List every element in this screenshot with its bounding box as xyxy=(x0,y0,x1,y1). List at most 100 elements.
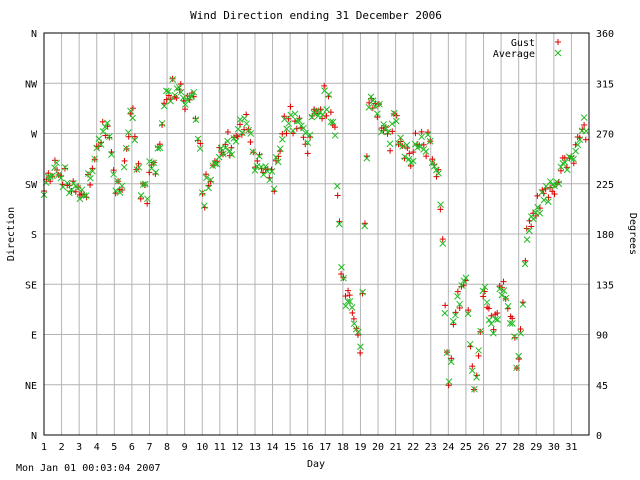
average-point xyxy=(120,163,128,171)
average-point xyxy=(122,144,130,152)
x-tick-label: 13 xyxy=(249,442,261,453)
gust-point xyxy=(445,382,452,389)
average-point xyxy=(574,141,582,149)
average-point xyxy=(422,148,430,155)
average-point xyxy=(268,167,276,175)
average-point xyxy=(544,198,552,205)
average-point xyxy=(576,136,584,143)
gust-point xyxy=(121,157,128,164)
gust-point xyxy=(236,121,243,128)
average-point xyxy=(433,166,440,174)
x-axis-ticks: 1 2 3 4 5 6 7 8 9 10 11 12 13 14 15 16 17 18 19 20 21 22 23 24 2… xyxy=(41,442,577,453)
average-point xyxy=(186,94,193,101)
gust-point xyxy=(321,82,328,89)
average-point xyxy=(76,195,84,203)
average-point xyxy=(460,277,468,285)
gust-point xyxy=(490,326,497,333)
gust-point xyxy=(517,326,524,333)
average-point xyxy=(127,107,134,115)
average-point xyxy=(319,111,326,119)
average-point xyxy=(61,163,69,171)
gust-point xyxy=(273,157,280,164)
average-point xyxy=(369,97,377,104)
average-point xyxy=(403,141,411,149)
average-point xyxy=(165,88,172,95)
x-tick-label: 5 xyxy=(111,442,117,453)
average-point xyxy=(251,167,259,174)
x-tick-label: 19 xyxy=(354,442,366,453)
average-point xyxy=(279,136,286,143)
average-point xyxy=(129,114,136,122)
gust-point xyxy=(499,284,506,291)
average-point xyxy=(82,192,90,199)
average-point xyxy=(131,136,139,144)
average-point xyxy=(118,182,126,190)
average-point xyxy=(401,153,409,161)
average-point xyxy=(390,109,398,117)
gust-point xyxy=(87,181,94,188)
average-point xyxy=(190,88,198,96)
x-tick-label: 7 xyxy=(146,442,152,453)
average-point xyxy=(561,159,569,166)
average-point xyxy=(426,137,434,145)
average-point xyxy=(365,103,373,111)
average-point xyxy=(222,144,229,152)
legend-label-gust: Gust xyxy=(511,38,535,49)
gust-point xyxy=(485,305,492,312)
gust-point xyxy=(423,153,430,160)
average-point xyxy=(549,181,556,189)
gust-point xyxy=(283,130,290,137)
y-tick-label: N xyxy=(31,431,37,442)
x-tick-label: 30 xyxy=(548,442,560,453)
x-tick-label: 1 xyxy=(41,442,47,453)
gust-point xyxy=(334,192,341,199)
average-point xyxy=(323,106,331,113)
average-point xyxy=(272,153,280,161)
x-tick-label: 31 xyxy=(565,442,577,453)
average-point xyxy=(150,159,158,167)
gust-point xyxy=(454,288,461,295)
gust-point xyxy=(342,293,349,300)
x-tick-label: 24 xyxy=(442,442,454,453)
average-point xyxy=(236,116,244,123)
x-tick-label: 12 xyxy=(231,442,243,453)
gust-point xyxy=(557,167,564,174)
average-point xyxy=(194,135,202,143)
x-tick-label: 29 xyxy=(530,442,542,453)
grid-lines xyxy=(43,32,589,436)
average-point xyxy=(430,163,438,170)
legend-marker-average-symbol xyxy=(554,49,562,57)
average-point xyxy=(373,110,381,118)
legend-marker-gust xyxy=(555,39,561,45)
average-point xyxy=(144,195,151,203)
average-point xyxy=(359,288,366,296)
average-point xyxy=(207,176,215,184)
average-point xyxy=(376,100,383,108)
y-tick-label-right: 0 xyxy=(596,431,602,442)
average-point xyxy=(167,97,174,105)
average-point xyxy=(490,329,497,337)
x-axis-label: Day xyxy=(307,459,325,470)
average-point xyxy=(245,126,252,134)
x-tick-label: 21 xyxy=(390,442,402,453)
gust-point xyxy=(429,156,436,163)
gust-point xyxy=(582,136,589,143)
average-point xyxy=(443,349,451,357)
average-point xyxy=(80,192,88,200)
average-point xyxy=(103,119,111,127)
gust-point xyxy=(433,173,440,180)
average-point xyxy=(452,311,459,319)
average-point xyxy=(517,329,525,337)
average-point xyxy=(515,352,523,360)
average-point xyxy=(260,171,267,178)
average-point xyxy=(295,117,303,125)
average-point xyxy=(306,131,314,139)
average-point xyxy=(91,155,98,163)
average-point xyxy=(504,302,512,310)
average-point xyxy=(454,292,461,300)
average-point xyxy=(158,120,166,127)
average-point xyxy=(565,153,573,161)
x-tick-label: 23 xyxy=(425,442,437,453)
average-point xyxy=(471,385,478,393)
average-point xyxy=(466,340,474,348)
